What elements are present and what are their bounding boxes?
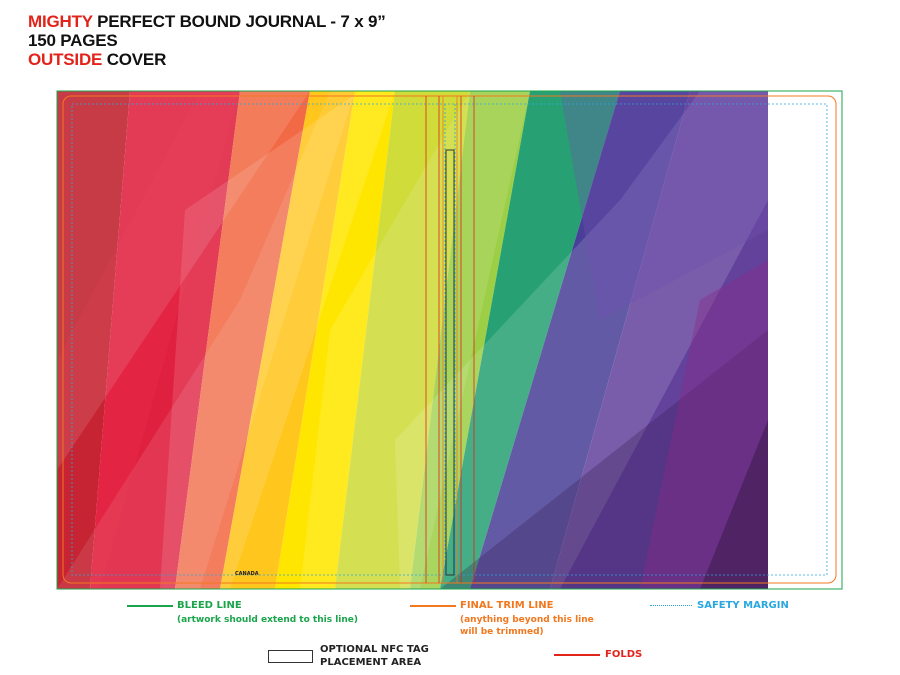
legend-nfc-title-2: PLACEMENT AREA xyxy=(320,657,422,668)
safety-margin-swatch xyxy=(650,605,692,606)
fold-lines xyxy=(425,96,475,583)
spine-trim-guides xyxy=(442,96,458,583)
imprint-canada: CANADA xyxy=(235,571,259,577)
legend-trim-title: FINAL TRIM LINE xyxy=(460,600,554,611)
title-accent-outside: OUTSIDE xyxy=(28,50,103,69)
legend-trim-note-1: (anything beyond this line xyxy=(460,615,594,625)
trim-line-swatch xyxy=(410,605,456,607)
folds-swatch xyxy=(554,654,600,656)
bleed-line-swatch xyxy=(127,605,173,607)
bleed-line xyxy=(56,90,843,590)
title-cover: COVER xyxy=(102,50,167,69)
legend-trim-note-2: will be trimmed) xyxy=(460,627,544,637)
title-line-3: OUTSIDE COVER xyxy=(28,50,166,69)
title-line-2: 150 PAGES xyxy=(28,31,118,50)
nfc-area-swatch xyxy=(268,650,313,663)
trim-line xyxy=(62,95,837,584)
legend-bleed-title: BLEED LINE xyxy=(177,600,242,611)
spine-safety-guides xyxy=(444,104,456,575)
nfc-tag-area xyxy=(445,149,455,576)
legend-bleed-note: (artwork should extend to this line) xyxy=(177,615,358,625)
title-product-name: PERFECT BOUND JOURNAL - 7 x 9” xyxy=(92,12,386,31)
legend-nfc-title-1: OPTIONAL NFC TAG xyxy=(320,644,429,655)
title-line-1: MIGHTY PERFECT BOUND JOURNAL - 7 x 9” xyxy=(28,12,386,31)
legend-safety-title: SAFETY MARGIN xyxy=(697,600,789,611)
legend-folds-title: FOLDS xyxy=(605,649,643,660)
safety-margin xyxy=(71,103,828,576)
rainbow-artwork xyxy=(57,91,768,589)
title-accent-mighty: MIGHTY xyxy=(28,12,93,31)
